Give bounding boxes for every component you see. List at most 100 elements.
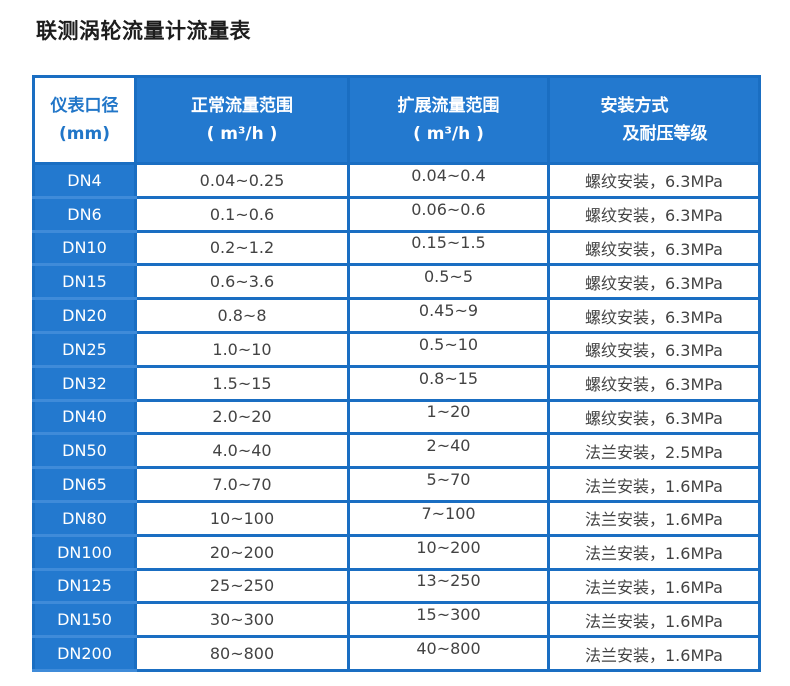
table-row: DN20 0.8~8 0.45~9 螺纹安装，6.3MPa	[32, 297, 761, 334]
cell-installation: 法兰安装，1.6MPa	[547, 499, 761, 537]
cell-dn: DN6	[32, 195, 137, 233]
cell-extended-range-value: 0.45~9	[418, 301, 479, 321]
cell-installation: 法兰安装，1.6MPa	[547, 567, 761, 605]
cell-extended-range-value: 40~800	[416, 639, 481, 659]
cell-extended-range-value: 2~40	[426, 436, 471, 456]
flow-rate-table: 仪表口径 (mm) 正常流量范围 ( m³/h ) 扩展流量范围 ( m³/h …	[32, 75, 761, 672]
cell-dn: DN40	[32, 398, 137, 436]
table-row: DN80 10~100 7~100 法兰安装，1.6MPa	[32, 499, 761, 537]
cell-installation: 法兰安装，1.6MPa	[547, 635, 761, 672]
cell-dn: DN50	[32, 432, 137, 470]
cell-normal-range: 0.1~0.6	[134, 195, 350, 233]
table-row: DN4 0.04~0.25 0.04~0.4 螺纹安装，6.3MPa	[32, 162, 761, 199]
cell-installation: 法兰安装，1.6MPa	[547, 466, 761, 503]
cell-extended-range: 5~70	[347, 466, 550, 503]
cell-extended-range-value: 0.5~5	[423, 267, 474, 287]
cell-extended-range: 15~300	[347, 601, 550, 639]
cell-normal-range: 0.04~0.25	[134, 162, 350, 199]
cell-normal-range: 25~250	[134, 567, 350, 605]
header-normal-flow-line1: 正常流量范围	[191, 95, 293, 116]
cell-dn: DN10	[32, 229, 137, 267]
cell-extended-range-value: 0.15~1.5	[411, 233, 486, 253]
header-meter-diameter-line1: 仪表口径	[50, 95, 119, 116]
table-row: DN10 0.2~1.2 0.15~1.5 螺纹安装，6.3MPa	[32, 229, 761, 267]
cell-extended-range-value: 0.04~0.4	[411, 165, 486, 185]
cell-installation: 螺纹安装，6.3MPa	[547, 330, 761, 368]
cell-normal-range: 0.8~8	[134, 297, 350, 334]
cell-extended-range: 0.15~1.5	[347, 229, 550, 267]
table-row: DN25 1.0~10 0.5~10 螺纹安装，6.3MPa	[32, 330, 761, 368]
cell-normal-range: 30~300	[134, 601, 350, 639]
table-row: DN6 0.1~0.6 0.06~0.6 螺纹安装，6.3MPa	[32, 195, 761, 233]
header-extended-flow-unit: ( m³/h )	[413, 124, 484, 144]
header-extended-flow-range: 扩展流量范围 ( m³/h )	[347, 75, 550, 165]
cell-extended-range-value: 0.8~15	[418, 368, 479, 388]
cell-extended-range: 7~100	[347, 499, 550, 537]
cell-extended-range-value: 15~300	[416, 605, 481, 625]
cell-dn: DN125	[32, 567, 137, 605]
cell-extended-range-value: 1~20	[426, 402, 471, 422]
cell-installation: 螺纹安装，6.3MPa	[547, 364, 761, 402]
table-row: DN15 0.6~3.6 0.5~5 螺纹安装，6.3MPa	[32, 263, 761, 301]
cell-extended-range: 0.8~15	[347, 364, 550, 402]
cell-installation: 法兰安装，1.6MPa	[547, 533, 761, 571]
cell-installation: 螺纹安装，6.3MPa	[547, 229, 761, 267]
table-row: DN50 4.0~40 2~40 法兰安装，2.5MPa	[32, 432, 761, 470]
cell-extended-range: 0.5~10	[347, 330, 550, 368]
cell-installation: 螺纹安装，6.3MPa	[547, 398, 761, 436]
cell-extended-range: 0.5~5	[347, 263, 550, 301]
cell-dn: DN4	[32, 162, 137, 199]
cell-extended-range-value: 5~70	[426, 470, 471, 490]
cell-dn: DN32	[32, 364, 137, 402]
header-meter-diameter: 仪表口径 (mm)	[32, 75, 137, 165]
cell-normal-range: 4.0~40	[134, 432, 350, 470]
cell-normal-range: 80~800	[134, 635, 350, 672]
cell-extended-range-value: 0.5~10	[418, 334, 479, 354]
cell-extended-range: 1~20	[347, 398, 550, 436]
cell-installation: 法兰安装，2.5MPa	[547, 432, 761, 470]
cell-dn: DN65	[32, 466, 137, 503]
cell-dn: DN20	[32, 297, 137, 334]
header-installation-pressure: 安装方式 及耐压等级	[547, 75, 761, 165]
cell-extended-range: 10~200	[347, 533, 550, 571]
header-installation-line2: 及耐压等级	[622, 124, 708, 144]
table-row: DN100 20~200 10~200 法兰安装，1.6MPa	[32, 533, 761, 571]
cell-extended-range: 0.45~9	[347, 297, 550, 334]
cell-extended-range: 13~250	[347, 567, 550, 605]
cell-extended-range-value: 13~250	[416, 571, 481, 591]
table-row: DN200 80~800 40~800 法兰安装，1.6MPa	[32, 635, 761, 672]
cell-dn: DN15	[32, 263, 137, 301]
table-row: DN150 30~300 15~300 法兰安装，1.6MPa	[32, 601, 761, 639]
cell-extended-range: 2~40	[347, 432, 550, 470]
cell-installation: 螺纹安装，6.3MPa	[547, 297, 761, 334]
cell-installation: 螺纹安装，6.3MPa	[547, 162, 761, 199]
cell-dn: DN100	[32, 533, 137, 571]
table-row: DN125 25~250 13~250 法兰安装，1.6MPa	[32, 567, 761, 605]
cell-dn: DN150	[32, 601, 137, 639]
cell-extended-range-value: 0.06~0.6	[411, 199, 486, 219]
cell-normal-range: 1.5~15	[134, 364, 350, 402]
cell-extended-range-value: 10~200	[416, 537, 481, 557]
cell-dn: DN200	[32, 635, 137, 672]
cell-extended-range: 40~800	[347, 635, 550, 672]
cell-installation: 螺纹安装，6.3MPa	[547, 263, 761, 301]
cell-normal-range: 2.0~20	[134, 398, 350, 436]
cell-normal-range: 0.6~3.6	[134, 263, 350, 301]
cell-normal-range: 20~200	[134, 533, 350, 571]
header-normal-flow-range: 正常流量范围 ( m³/h )	[134, 75, 350, 165]
header-installation-block: 安装方式 及耐压等级	[601, 92, 708, 148]
cell-dn: DN80	[32, 499, 137, 537]
cell-installation: 法兰安装，1.6MPa	[547, 601, 761, 639]
cell-installation: 螺纹安装，6.3MPa	[547, 195, 761, 233]
cell-normal-range: 0.2~1.2	[134, 229, 350, 267]
cell-extended-range-value: 7~100	[421, 503, 476, 523]
header-meter-diameter-unit: (mm)	[59, 124, 110, 144]
cell-extended-range: 0.06~0.6	[347, 195, 550, 233]
cell-normal-range: 7.0~70	[134, 466, 350, 503]
header-extended-flow-line1: 扩展流量范围	[397, 95, 500, 116]
cell-dn: DN25	[32, 330, 137, 368]
cell-extended-range: 0.04~0.4	[347, 162, 550, 199]
table-row: DN65 7.0~70 5~70 法兰安装，1.6MPa	[32, 466, 761, 503]
table-header-row: 仪表口径 (mm) 正常流量范围 ( m³/h ) 扩展流量范围 ( m³/h …	[32, 75, 761, 165]
